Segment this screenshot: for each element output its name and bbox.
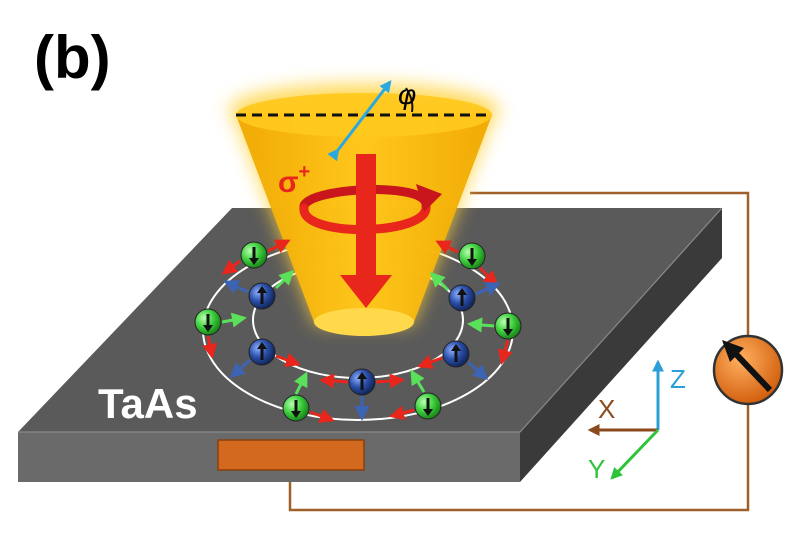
momentum-arrow: [275, 352, 301, 367]
cone-bottom-ellipse: [314, 308, 414, 336]
electrons: [194, 239, 522, 423]
spin-texture-arrow: [467, 317, 495, 333]
ammeter: [712, 334, 784, 406]
electron-spin-down: [435, 240, 499, 287]
electrical-contact: [217, 439, 365, 471]
spin-arrowhead: [503, 329, 513, 336]
panel-label: (b): [34, 24, 111, 91]
momentum-arrow: [417, 354, 443, 369]
axis-y: [610, 428, 660, 480]
ammeter-needle-head: [722, 340, 744, 362]
electron-spin-down: [282, 371, 335, 423]
momentum-arrow: [478, 266, 499, 287]
angle-arc: [405, 87, 414, 113]
slab-edge-highlight: [18, 207, 723, 433]
spin-arrowhead: [249, 258, 259, 265]
axis-y-label: Y: [588, 454, 605, 484]
wire-bottom: [288, 400, 750, 512]
spin-arrowhead: [467, 259, 477, 266]
sigma-sign: +: [299, 161, 311, 183]
electron-spin-up: [223, 269, 295, 310]
spin-arrowhead: [257, 342, 267, 349]
spin-texture-arrow: [223, 280, 249, 294]
circular-polarization: [299, 154, 442, 308]
electron-spin-down: [194, 308, 247, 359]
spin-texture-arrow: [410, 369, 426, 393]
axis-z-label: Z: [670, 364, 686, 394]
electron-spin-up: [319, 368, 405, 421]
momentum-arrow: [375, 373, 405, 389]
rotation-arrow-front: [299, 201, 431, 234]
momentum-arrow: [267, 239, 291, 254]
electron-spin-up: [229, 338, 301, 378]
spin-texture-arrow: [475, 282, 501, 296]
wire-top: [470, 191, 750, 340]
angle-label: φ: [398, 79, 416, 110]
momentum-arrow: [319, 373, 349, 389]
momentum-arrow: [202, 335, 218, 359]
spin-arrowhead: [291, 411, 301, 418]
slab-side-face: [520, 208, 722, 482]
circuit-wires: [288, 191, 750, 512]
spin-arrowhead: [423, 409, 433, 416]
spin-arrowhead: [203, 325, 213, 332]
spin-arrowhead: [457, 288, 467, 295]
electron-spin-down: [221, 239, 291, 275]
spin-texture-arrow: [229, 358, 251, 378]
momentum-arrow: [389, 405, 415, 421]
spin-texture-arrow: [467, 360, 489, 380]
spin-arrowhead: [451, 344, 461, 351]
axis-x-label: X: [598, 394, 615, 424]
momentum-arrow: [309, 408, 335, 423]
light-direction-head: [340, 275, 392, 308]
polarization-label: σ+: [278, 161, 310, 199]
spin-texture-arrow: [221, 312, 247, 328]
electron-spin-down: [467, 312, 522, 365]
spin-arrowhead: [357, 372, 367, 379]
electron-spin-up: [429, 271, 501, 312]
momentum-arrow: [435, 240, 459, 255]
spin-texture-arrow: [293, 371, 308, 395]
coordinate-axes: Z X Y: [587, 359, 686, 484]
rotation-arrowhead: [416, 184, 442, 212]
material-label: TaAs: [98, 380, 198, 427]
spin-texture-arrow: [429, 271, 450, 292]
electron-spin-up: [417, 340, 489, 380]
momentum-arrow: [221, 259, 241, 275]
sigma-symbol: σ: [278, 166, 299, 199]
momentum-arrow: [497, 339, 513, 365]
spin-arrowhead: [257, 286, 267, 293]
electron-spin-down: [389, 369, 442, 421]
spin-texture-arrow: [274, 269, 295, 290]
ammeter-needle: [731, 349, 773, 393]
light-direction-shaft: [356, 154, 376, 282]
polarization-double-arrow: [327, 80, 392, 162]
